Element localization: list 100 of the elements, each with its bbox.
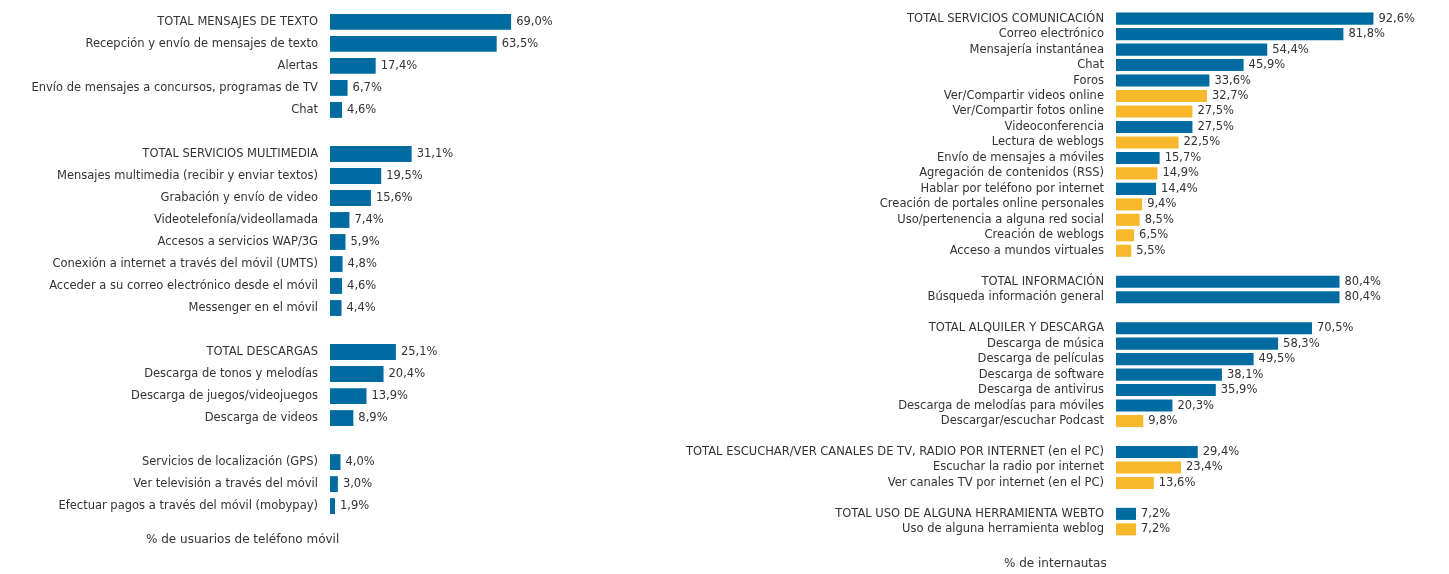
- y-tick-label: Descarga de melodías para móviles: [898, 397, 1105, 412]
- y-tick-label: Accesos a servicios WAP/3G: [157, 233, 318, 248]
- y-tick-label: Foros: [1073, 72, 1104, 87]
- data-label: 31,1%: [416, 145, 454, 160]
- bar: [330, 410, 354, 426]
- bar: [1116, 275, 1340, 288]
- y-tick-label: Messenger en el móvil: [188, 300, 318, 314]
- bar: [330, 476, 338, 493]
- bar: [1116, 337, 1279, 350]
- data-label: 20,4%: [388, 366, 426, 381]
- y-tick-label: Hablar por teléfono por internet: [920, 180, 1105, 195]
- bar: [1116, 59, 1244, 72]
- data-label: 8,5%: [1144, 211, 1174, 226]
- y-tick-label: Descarga de juegos/videojuegos: [131, 388, 318, 403]
- data-label: 54,4%: [1272, 41, 1309, 56]
- data-label: 6,7%: [352, 79, 382, 94]
- data-label: 15,7%: [1164, 149, 1202, 164]
- y-tick-label: Mensajería instantánea: [969, 41, 1104, 56]
- data-label: 69,0%: [516, 13, 553, 28]
- y-tick-label: Envío de mensajes a concursos, programas de TV: [31, 79, 319, 94]
- bar: [330, 234, 346, 250]
- bar: [1116, 74, 1210, 87]
- data-label: 27,5%: [1197, 103, 1235, 118]
- bar: [1116, 229, 1135, 242]
- bar: [1116, 120, 1193, 134]
- bar: [330, 80, 348, 96]
- bar: [1116, 399, 1173, 412]
- data-label: 38,1%: [1226, 366, 1264, 381]
- y-tick-label: Alertas: [277, 57, 318, 72]
- y-tick-label: TOTAL SERVICIOS COMUNICACIÓN: [906, 9, 1104, 25]
- y-tick-label: Descarga de películas: [977, 351, 1104, 366]
- data-label: 80,4%: [1344, 289, 1382, 304]
- bar: [330, 102, 343, 118]
- bar: [1116, 105, 1193, 118]
- data-label: 6,5%: [1139, 227, 1169, 242]
- y-tick-label: TOTAL USO DE ALGUNA HERRAMIENTA WEBTO: [834, 505, 1104, 520]
- data-label: 4,6%: [347, 277, 377, 292]
- bar: [1116, 461, 1182, 474]
- text: % de usuarios de teléfono móvil: [146, 532, 340, 546]
- data-label: 7,2%: [1141, 521, 1171, 536]
- data-label: 45,9%: [1248, 57, 1286, 72]
- bar: [330, 13, 512, 30]
- data-label: 7,2%: [1141, 505, 1171, 520]
- bar: [1116, 507, 1137, 520]
- bar: [1116, 28, 1344, 41]
- bar: [330, 146, 412, 162]
- data-label: 9,4%: [1147, 196, 1177, 211]
- data-label: 15,6%: [375, 189, 413, 204]
- bar: [1116, 213, 1140, 226]
- y-tick-label: Agregación de contenidos (RSS): [919, 165, 1104, 180]
- y-tick-label: TOTAL MENSAJES DE TEXTO: [156, 13, 318, 28]
- bar: [1116, 167, 1158, 180]
- y-tick-label: Servicios de localización (GPS): [141, 454, 318, 469]
- data-label: 49,5%: [1258, 351, 1296, 366]
- data-label: 22,5%: [1183, 134, 1221, 149]
- y-tick-label: Mensajes multimedia (recibir y enviar textos): [56, 167, 318, 182]
- data-label: 81,8%: [1348, 26, 1386, 41]
- data-label: 5,9%: [350, 233, 380, 248]
- data-label: 23,4%: [1186, 459, 1223, 474]
- y-tick-label: Descarga de tonos y melodías: [144, 366, 318, 381]
- y-tick-label: Descarga de antivirus: [978, 382, 1104, 397]
- data-label: 19,5%: [386, 167, 423, 182]
- y-tick-label: Videotelefonía/videollamada: [153, 211, 318, 226]
- bar: [1116, 182, 1157, 195]
- bar: [1116, 414, 1144, 428]
- y-tick-label: TOTAL DESCARGAS: [205, 344, 318, 359]
- bar: [1116, 198, 1143, 211]
- data-label: 1,9%: [339, 498, 370, 513]
- y-tick-label: Conexión a internet a través del móvil (UMTS): [52, 255, 318, 270]
- bar: [1116, 151, 1160, 164]
- y-tick-label: Búsqueda información general: [927, 289, 1104, 304]
- y-tick-label: Ver/Compartir fotos online: [952, 103, 1104, 118]
- y-tick-label: Descargar/escuchar Podcast: [940, 413, 1105, 428]
- bar: [1116, 89, 1207, 103]
- y-tick-label: Chat: [1077, 57, 1105, 72]
- data-label: 9,8%: [1148, 413, 1178, 428]
- data-label: 14,4%: [1161, 180, 1198, 195]
- y-tick-label: Descarga de música: [987, 335, 1104, 350]
- text: % de internautas: [1004, 556, 1107, 570]
- data-label: 80,4%: [1344, 273, 1382, 288]
- data-label: 35,9%: [1220, 382, 1258, 397]
- bar: [1116, 43, 1268, 56]
- y-tick-label: Creación de weblogs: [984, 227, 1104, 242]
- data-label: 3,0%: [342, 476, 373, 491]
- y-tick-label: Correo electrónico: [998, 26, 1104, 41]
- bar: [330, 366, 384, 382]
- bar: [330, 212, 350, 228]
- bar: [330, 344, 396, 360]
- data-label: 20,3%: [1177, 397, 1215, 412]
- data-label: 14,9%: [1162, 165, 1200, 180]
- y-tick-label: Acceso a mundos virtuales: [949, 242, 1104, 257]
- data-label: 32,7%: [1211, 88, 1249, 102]
- bar: [1116, 136, 1179, 149]
- y-tick-label: Chat: [291, 101, 319, 116]
- bar: [1116, 384, 1216, 397]
- data-label: 4,0%: [345, 454, 375, 469]
- data-label: 7,4%: [354, 211, 384, 226]
- y-tick-label: TOTAL ALQUILER Y DESCARGA: [927, 320, 1105, 335]
- bar: [1116, 368, 1222, 381]
- data-label: 13,9%: [371, 388, 409, 403]
